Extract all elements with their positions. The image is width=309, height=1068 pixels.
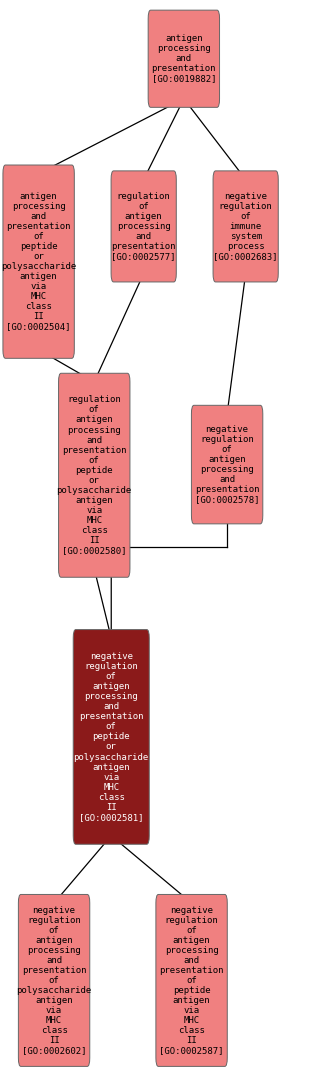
FancyBboxPatch shape [213,171,278,282]
Text: regulation
of
antigen
processing
and
presentation
of
peptide
or
polysaccharide
a: regulation of antigen processing and pre… [57,395,132,555]
Text: negative
regulation
of
antigen
processing
and
presentation
[GO:0002578]: negative regulation of antigen processin… [195,425,259,504]
Text: antigen
processing
and
presentation
of
peptide
or
polysaccharide
antigen
via
MHC: antigen processing and presentation of p… [1,192,76,331]
Text: negative
regulation
of
antigen
processing
and
presentation
of
peptide
antigen
vi: negative regulation of antigen processin… [159,906,224,1055]
Text: negative
regulation
of
antigen
processing
and
presentation
of
polysaccharide
ant: negative regulation of antigen processin… [16,906,92,1055]
Text: antigen
processing
and
presentation
[GO:0019882]: antigen processing and presentation [GO:… [152,34,216,83]
Text: negative
regulation
of
immune
system
process
[GO:0002683]: negative regulation of immune system pro… [214,192,278,261]
Text: regulation
of
antigen
processing
and
presentation
[GO:0002577]: regulation of antigen processing and pre… [112,192,176,261]
FancyBboxPatch shape [191,406,263,524]
FancyBboxPatch shape [148,10,219,108]
FancyBboxPatch shape [18,895,90,1066]
FancyBboxPatch shape [59,373,130,577]
FancyBboxPatch shape [3,166,74,359]
Text: negative
regulation
of
antigen
processing
and
presentation
of
peptide
or
polysac: negative regulation of antigen processin… [74,653,149,821]
FancyBboxPatch shape [111,171,176,282]
FancyBboxPatch shape [156,895,227,1066]
FancyBboxPatch shape [73,630,149,844]
